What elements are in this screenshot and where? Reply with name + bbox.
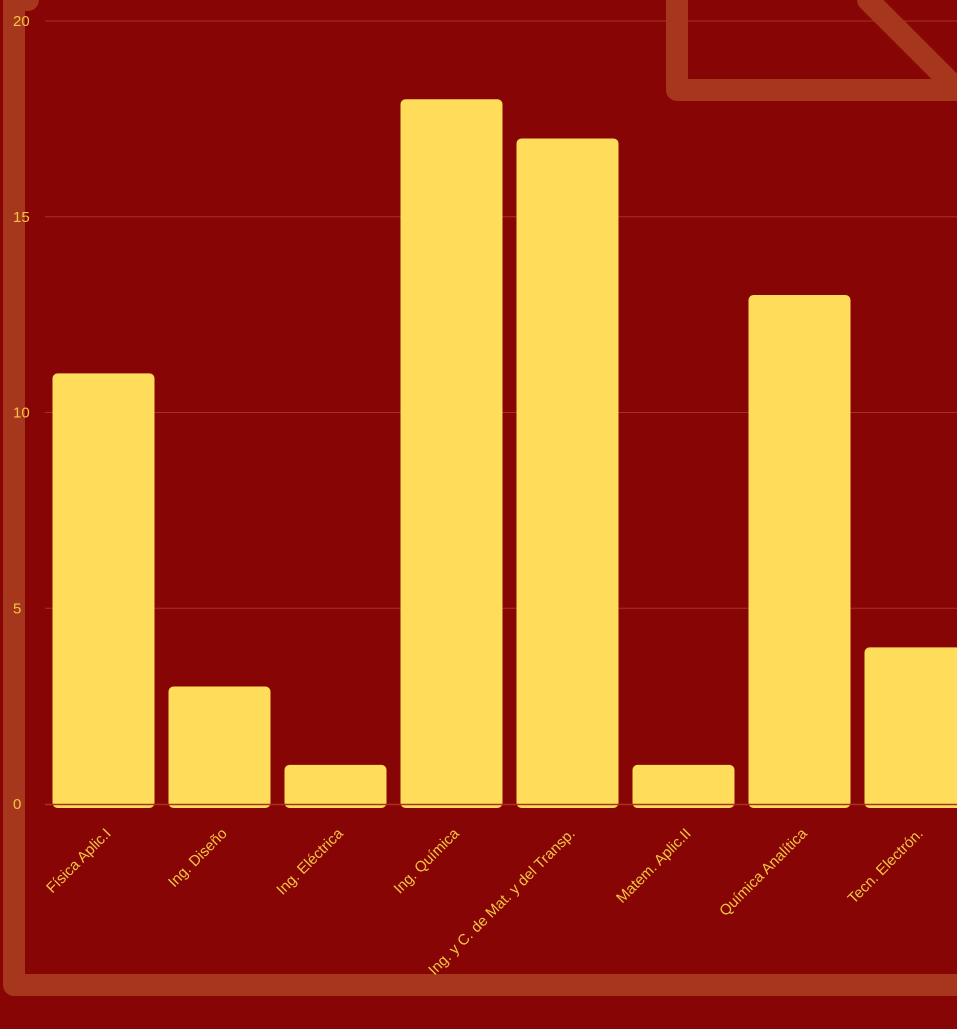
x-tick-label: Ing. Eléctrica: [273, 825, 347, 899]
y-tick-label: 15: [13, 209, 30, 226]
y-tick-label: 20: [13, 13, 30, 30]
x-tick-label: Ing. Química: [391, 825, 464, 898]
x-axis-labels: Física Aplic.I Ing. Diseño Ing. Eléctrica I…: [43, 825, 927, 979]
bar: [516, 138, 619, 808]
background-decoration: [3, 0, 957, 996]
x-tick-label: Ing. Diseño: [165, 825, 231, 891]
x-tick-label: Física Aplic.I: [43, 825, 115, 897]
bar: [632, 764, 735, 808]
bar: [864, 647, 957, 808]
folded-corner-outline: [666, 0, 957, 101]
bars: [52, 99, 957, 809]
page-frame-outline: [3, 0, 957, 996]
x-tick-label: Química Analítica: [716, 825, 811, 920]
x-tick-label: Tecn. Electrón.: [845, 825, 927, 907]
x-tick-label: Matem. Aplic.II: [613, 825, 695, 907]
bar: [52, 373, 155, 808]
y-axis-ticks: 0 5 10 15 20: [13, 13, 30, 813]
y-tick-label: 5: [13, 600, 21, 617]
bar: [748, 295, 851, 808]
bar: [168, 686, 271, 808]
y-tick-label: 10: [13, 405, 30, 422]
bar: [400, 99, 503, 809]
bar: [284, 764, 387, 808]
y-tick-label: 0: [13, 796, 21, 813]
